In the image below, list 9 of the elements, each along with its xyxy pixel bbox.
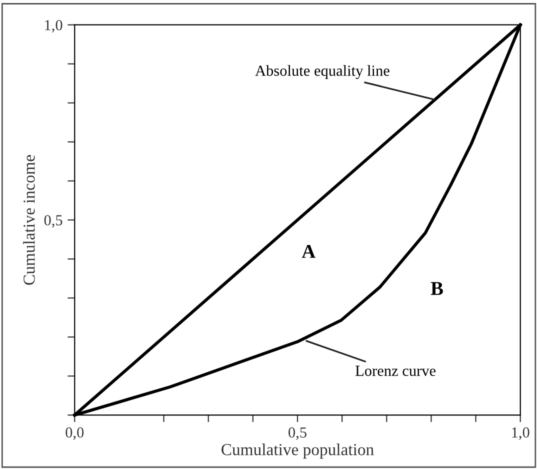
annotation: Absolute equality line	[255, 65, 390, 80]
annotation: B	[430, 282, 443, 295]
y-axis-title: Cumulative income	[23, 155, 35, 285]
annotation: Lorenz curve	[355, 366, 436, 376]
x-tick-label: 0,0	[66, 427, 84, 440]
x-tick-label: 0,5	[288, 427, 306, 440]
x-axis-title: Cumulative population	[222, 444, 374, 459]
x-tick-label: 1,0	[512, 427, 530, 440]
annotation: A	[302, 244, 316, 258]
